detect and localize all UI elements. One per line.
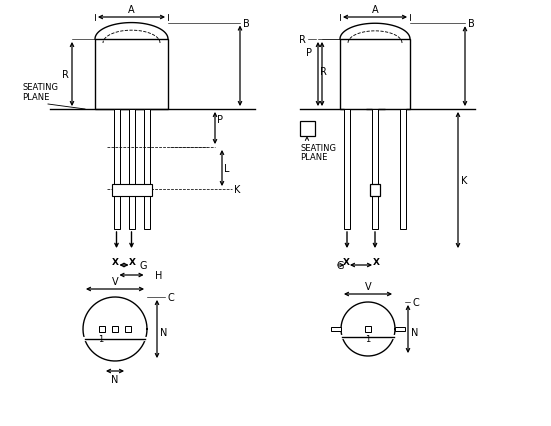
- Text: PLANE: PLANE: [22, 92, 50, 101]
- Bar: [143, 110, 149, 230]
- Text: B: B: [468, 19, 475, 29]
- Text: N: N: [411, 327, 418, 337]
- Bar: [365, 326, 371, 332]
- Text: R: R: [299, 35, 306, 45]
- Bar: [340, 40, 410, 110]
- Text: L: L: [224, 164, 230, 173]
- Bar: [114, 110, 120, 230]
- Bar: [112, 326, 118, 332]
- Bar: [400, 110, 406, 230]
- Text: SEATING: SEATING: [22, 83, 58, 92]
- Text: X: X: [129, 257, 136, 266]
- Text: N: N: [160, 327, 168, 337]
- Text: G: G: [139, 260, 147, 271]
- Text: G: G: [337, 260, 344, 271]
- Text: 1: 1: [99, 334, 104, 343]
- Text: SEATING: SEATING: [300, 144, 336, 153]
- Bar: [395, 327, 405, 331]
- Text: P: P: [306, 48, 312, 58]
- Bar: [344, 110, 350, 230]
- Text: R: R: [62, 70, 69, 80]
- Bar: [372, 110, 378, 230]
- Text: X: X: [372, 257, 380, 266]
- Bar: [95, 40, 168, 110]
- Text: K: K: [234, 184, 240, 195]
- Text: B: B: [243, 19, 250, 29]
- Bar: [125, 326, 131, 332]
- Bar: [128, 110, 134, 230]
- Text: N: N: [111, 374, 118, 384]
- Text: A: A: [128, 5, 135, 15]
- Text: X: X: [343, 257, 349, 266]
- Text: R: R: [320, 67, 327, 77]
- Text: C: C: [412, 297, 419, 307]
- Text: H: H: [154, 271, 162, 280]
- Text: X: X: [112, 257, 119, 266]
- Text: 1: 1: [365, 334, 371, 343]
- Text: T: T: [304, 124, 311, 134]
- Text: V: V: [112, 276, 118, 286]
- Bar: [331, 327, 341, 331]
- Text: A: A: [372, 5, 379, 15]
- Bar: [111, 184, 152, 196]
- Bar: [370, 184, 380, 196]
- Bar: [300, 122, 315, 137]
- Text: K: K: [461, 176, 467, 186]
- Text: C: C: [167, 292, 174, 302]
- Text: PLANE: PLANE: [300, 153, 327, 161]
- Text: V: V: [365, 281, 371, 291]
- Bar: [99, 326, 105, 332]
- Text: P: P: [217, 115, 223, 125]
